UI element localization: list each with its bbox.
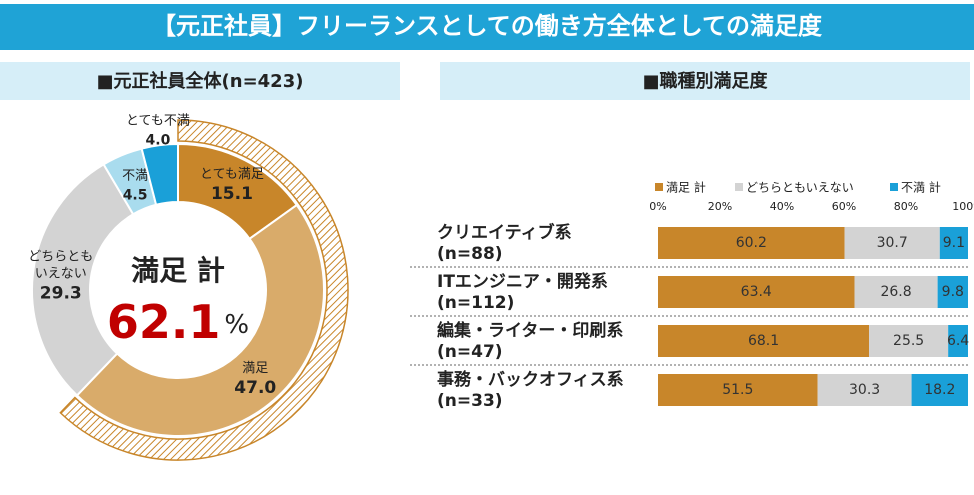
header-bar bbox=[0, 4, 974, 50]
slice-value: 4.0 bbox=[146, 132, 171, 148]
bar-segment bbox=[911, 374, 968, 406]
legend-swatch bbox=[655, 183, 663, 191]
category-text: 事務・バックオフィス系(n=33) bbox=[437, 369, 624, 411]
bar-value: 60.2 bbox=[736, 235, 767, 251]
bar-segment bbox=[658, 374, 818, 406]
satisfied-band bbox=[59, 119, 349, 461]
bar-value: 6.4 bbox=[947, 333, 969, 349]
x-tick-label: 80% bbox=[894, 200, 918, 213]
legend-label: 不満 計 bbox=[901, 180, 941, 195]
bar-segment bbox=[948, 325, 968, 357]
bar-value: 30.3 bbox=[849, 382, 880, 398]
category-label: 編集・ライター・印刷系(n=47) bbox=[437, 320, 623, 362]
slice-value: 47.0 bbox=[234, 378, 276, 398]
panel-header bbox=[0, 62, 400, 100]
slice-category: とても満足 bbox=[200, 167, 264, 182]
slice-value: 15.1 bbox=[211, 184, 253, 204]
donut-slice bbox=[31, 163, 135, 397]
slice-category: 不満 bbox=[122, 168, 148, 183]
bar-value: 25.5 bbox=[893, 333, 924, 349]
donut-slice bbox=[75, 203, 325, 437]
slice-category: どちらともいえない bbox=[28, 249, 93, 281]
category-label: クリエイティブ系(n=88) bbox=[437, 222, 572, 264]
bar-segment bbox=[854, 276, 938, 308]
bar-value: 63.4 bbox=[741, 284, 772, 300]
center-unit: % bbox=[224, 310, 249, 340]
legend-label: どちらともいえない bbox=[746, 181, 854, 195]
center-label: 満足 計 bbox=[131, 254, 225, 287]
bar-value: 18.2 bbox=[924, 382, 955, 398]
x-tick-label: 20% bbox=[708, 200, 732, 213]
category-label: ITエンジニア・開発系(n=112) bbox=[437, 271, 608, 313]
category-text: 編集・ライター・印刷系(n=47) bbox=[437, 320, 623, 362]
donut-chart: とても満足 15.1 満足 47.0 どちらともいえない 29.3 不満 4.5 とても不満 4.… bbox=[28, 113, 349, 461]
x-tick-label: 60% bbox=[832, 200, 856, 213]
slice-category: とても不満 bbox=[126, 113, 190, 128]
slice-label: どちらともいえない 29.3 bbox=[28, 249, 93, 304]
bar-segment bbox=[658, 276, 855, 308]
legend-swatch bbox=[890, 183, 898, 191]
bar-value: 30.7 bbox=[877, 235, 908, 251]
slice-label: 不満 4.5 bbox=[122, 168, 148, 204]
category-text: クリエイティブ系(n=88) bbox=[437, 222, 572, 264]
bar-segment bbox=[869, 325, 949, 357]
bar-segment bbox=[817, 374, 912, 406]
slice-label: とても不満 4.0 bbox=[126, 113, 190, 148]
x-tick-label: 40% bbox=[770, 200, 794, 213]
legend-swatch bbox=[735, 183, 743, 191]
bar-segment bbox=[658, 325, 870, 357]
donut-slice bbox=[140, 142, 179, 206]
slice-label: 満足 47.0 bbox=[234, 361, 276, 399]
bar-value: 9.8 bbox=[942, 284, 964, 300]
bar-value: 26.8 bbox=[880, 284, 911, 300]
slice-category: 満足 bbox=[242, 361, 268, 376]
panel-header bbox=[440, 62, 970, 100]
bar-segment bbox=[937, 276, 968, 308]
slice-value: 4.5 bbox=[123, 188, 148, 204]
category-label: 事務・バックオフィス系(n=33) bbox=[437, 369, 624, 411]
x-tick-label: 100% bbox=[952, 200, 974, 213]
category-text: ITエンジニア・開発系(n=112) bbox=[437, 271, 608, 313]
bar-value: 9.1 bbox=[943, 235, 965, 251]
legend-label: 満足 計 bbox=[666, 180, 706, 195]
slice-label: とても満足 15.1 bbox=[200, 167, 264, 205]
bar-segment bbox=[844, 227, 940, 259]
bar-segment bbox=[939, 227, 968, 259]
x-tick-label: 0% bbox=[649, 200, 666, 213]
bar-value: 68.1 bbox=[748, 333, 779, 349]
bar-title: ■職種別満足度 bbox=[642, 70, 768, 92]
center-value: 62.1% bbox=[107, 295, 249, 349]
center-number: 62.1 bbox=[107, 295, 221, 349]
bar-segment bbox=[658, 227, 845, 259]
slice-value: 29.3 bbox=[40, 283, 82, 303]
bar-value: 51.5 bbox=[722, 382, 753, 398]
donut-title: ■元正社員全体(n=423) bbox=[97, 70, 304, 92]
page-title: 【元正社員】フリーランスとしての働き方全体としての満足度 bbox=[152, 12, 823, 40]
bar-chart: 0% 20% 40% 60% 80% 100% 満足 計 どちらともいえない 不満 計クリエイテ… bbox=[410, 180, 974, 411]
